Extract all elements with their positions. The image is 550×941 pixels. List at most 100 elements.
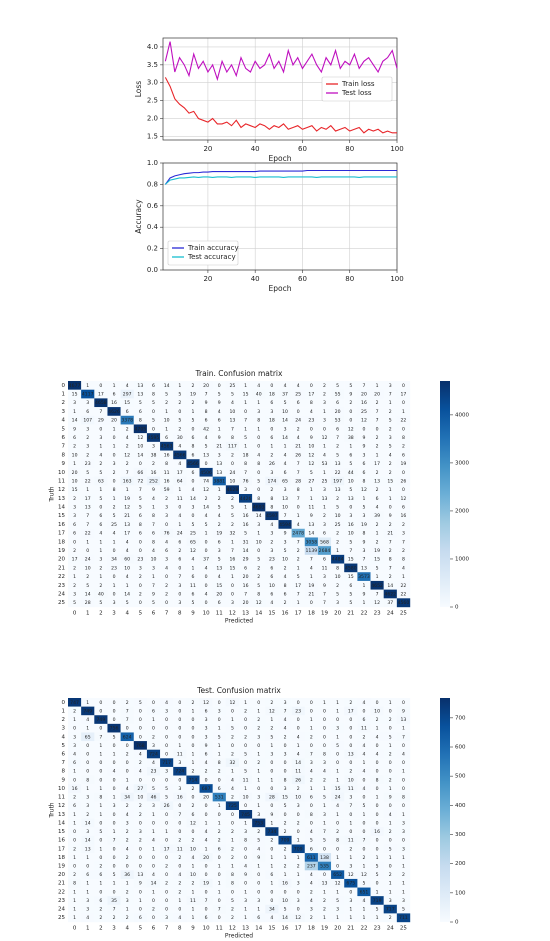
matrix-cell [331, 450, 345, 460]
matrix-cell [331, 870, 345, 880]
matrix-cell [278, 801, 292, 811]
matrix-cell [331, 853, 345, 862]
matrix-cell [265, 792, 279, 802]
cell-label: 1 [336, 812, 339, 818]
y-axis-label: Loss [134, 81, 143, 98]
cell-label: 3 [191, 505, 194, 511]
matrix-cell [344, 528, 358, 538]
matrix-cell [344, 827, 358, 837]
cell-label: 0 [205, 907, 208, 913]
matrix-cell [107, 706, 121, 716]
cell-label: 3 [284, 786, 287, 792]
matrix-cell [133, 537, 148, 547]
y-axis-label: Accuracy [134, 199, 143, 234]
matrix-cell [212, 715, 227, 725]
cell-label: 5 [165, 786, 168, 792]
matrix-cell [186, 389, 200, 399]
matrix-cell [317, 467, 332, 477]
cell-label: 15 [124, 400, 130, 406]
cell-label: 568 [320, 539, 329, 545]
matrix-cell [239, 467, 253, 477]
cell-label: 0 [165, 717, 168, 723]
colorbar-tick-label: 0 [455, 605, 459, 611]
cell-label: 0 [257, 548, 260, 554]
matrix-cell [225, 835, 240, 845]
cell-label: 0 [139, 907, 142, 913]
matrix-cell [291, 546, 305, 556]
matrix-cell [199, 784, 213, 793]
cell-label: 8 [389, 557, 392, 563]
matrix-cell [94, 775, 108, 785]
matrix-cell [383, 520, 398, 529]
matrix-cell [146, 520, 161, 529]
cell-label: 2 [73, 708, 76, 714]
matrix-cell [396, 741, 411, 750]
matrix-cell [225, 870, 240, 880]
cell-label: 6 [191, 452, 194, 458]
matrix-cell [278, 904, 292, 914]
matrix-cell [199, 528, 213, 538]
matrix-cell [120, 749, 134, 759]
cell-label: 4 [152, 872, 155, 878]
cell-label: 17 [72, 557, 78, 563]
matrix-cell [396, 861, 411, 871]
cell-label: 1 [310, 717, 313, 723]
matrix-cell [291, 389, 305, 399]
matrix-cell [383, 766, 398, 776]
y-tick-label: 4 [62, 734, 66, 740]
matrix-cell [120, 878, 134, 888]
matrix-cell [81, 485, 95, 495]
matrix-cell [344, 502, 358, 512]
matrix-cell [173, 896, 187, 905]
matrix-cell [265, 563, 279, 573]
cell-label: 0 [139, 855, 142, 861]
cell-label: 611 [307, 855, 316, 861]
cell-label: 0 [244, 760, 247, 766]
matrix-cell [278, 810, 292, 819]
matrix-cell [146, 598, 161, 608]
matrix-cell [304, 467, 319, 477]
matrix-cell [212, 784, 227, 793]
cell-label: 0 [205, 583, 208, 589]
matrix-cell [291, 741, 305, 750]
cell-label: 7 [362, 383, 365, 389]
cell-label: 0 [165, 820, 168, 826]
matrix-cell [344, 589, 358, 599]
matrix-cell [212, 818, 227, 828]
matrix-cell [68, 818, 82, 828]
cell-label: 16 [72, 786, 78, 792]
matrix-cell [317, 723, 332, 733]
matrix-cell [278, 511, 292, 521]
matrix-cell [160, 878, 174, 888]
matrix-cell [107, 537, 121, 547]
cell-label: 2 [126, 889, 129, 895]
matrix-cell [68, 878, 82, 888]
matrix-cell [81, 598, 95, 608]
matrix-cell [291, 801, 305, 811]
matrix-cell [173, 485, 187, 495]
cell-label: 2 [113, 470, 116, 476]
cell-label: 1 [323, 409, 326, 415]
cell-label: 0 [323, 846, 326, 852]
cell-label: 0 [205, 812, 208, 818]
matrix-cell [160, 801, 174, 811]
matrix-cell [278, 415, 292, 425]
cell-label: 174 [267, 478, 276, 484]
cell-label: 1 [99, 444, 102, 450]
cell-label: 0 [73, 777, 76, 783]
cell-label: 5 [349, 461, 352, 467]
cell-label: 4 [376, 752, 379, 758]
y-tick-label: 3 [62, 726, 66, 732]
cell-label: 3 [270, 470, 273, 476]
cell-label: 3 [336, 907, 339, 913]
cell-label: 5 [336, 743, 339, 749]
matrix-cell [225, 450, 240, 460]
cell-label: 1 [310, 726, 313, 732]
cell-label: 0 [402, 426, 405, 432]
matrix-cell [278, 494, 292, 503]
cell-label: 1 [297, 600, 300, 606]
cell-label: 6 [336, 426, 339, 432]
cell-label: 1 [376, 531, 379, 537]
cell-label: 10 [269, 583, 275, 589]
cell-label: 0 [205, 539, 208, 545]
